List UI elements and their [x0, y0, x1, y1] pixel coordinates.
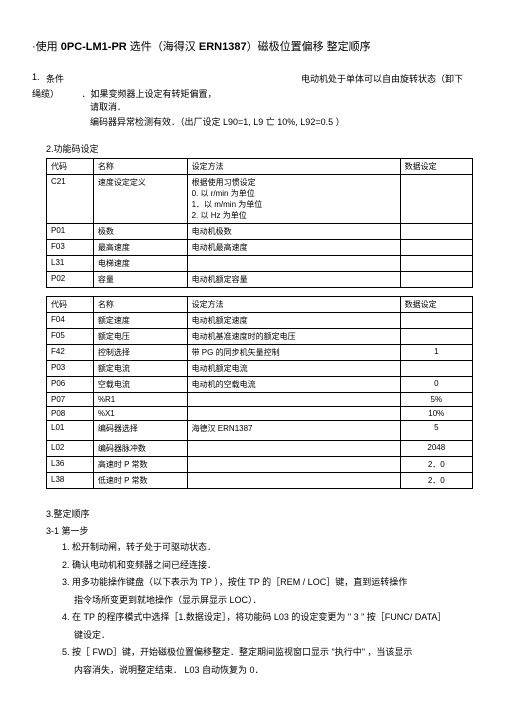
section-3-title: 3.整定顺序 — [46, 507, 473, 520]
condition-row2: 绳缆） ．如果变频器上设定有转矩偏置， — [32, 87, 473, 100]
condition-row3: 请取消． — [90, 100, 473, 113]
table-row: L01编码器选择海德汉 ERN13875 — [47, 421, 473, 441]
table-row: F04额定速度电动机额定速度 — [47, 313, 473, 329]
condition-row1: 1. 条件 电动机处于单体可以自由旋转状态（卸下 — [32, 72, 473, 85]
table-header: 代码 名称 设定方法 数据设定 — [47, 159, 473, 175]
step-item: 5. 按［ FWD］键，开始磁极位置偏移整定．整定期间监视窗口显示 "执行中" … — [62, 646, 473, 660]
table-row: P03额定电流电动机额定电流 — [47, 361, 473, 377]
table-1: 代码 名称 设定方法 数据设定 C21速度设定定义根据使用习惯设定 0. 以 r… — [46, 158, 473, 288]
condition-row4: 编码器异常检测有效．（出厂设定 L90=1, L9 亡 10%, L92=0.5… — [90, 115, 473, 128]
step-item-cont: 键设定． — [74, 629, 473, 643]
table-row: F03最高速度电动机最高速度 — [47, 240, 473, 256]
table-row: F05额定电压电动机基准速度时的额定电压 — [47, 329, 473, 345]
step-item: 3. 用多功能操作键盘（以下表示为 TP ），按住 TP 的［REM / LOC… — [62, 576, 473, 590]
table-row: L02编码器脉冲数2048 — [47, 441, 473, 457]
step-item: 4. 在 TP 的程序模式中选择［1.数据设定］，将功能码 L03 的设定变更为… — [62, 611, 473, 625]
table-row: L38低速时 P 常数2．0 — [47, 473, 473, 489]
page-title: ·使用 0PC-LM1-PR 选件（海得汉 ERN1387）磁极位置偏移 整定顺… — [32, 38, 473, 54]
table-row: L36高速时 P 常数2．0 — [47, 457, 473, 473]
step-3-1: 3-1 第一步 — [46, 524, 473, 537]
step-item-cont: 指令场所变更到就地操作（显示屏显示 LOC）． — [74, 594, 473, 608]
section-2-title: 2.功能码设定 — [46, 142, 473, 155]
table-header: 代码 名称 设定方法 数据设定 — [47, 297, 473, 313]
table-row: P08%X110% — [47, 407, 473, 421]
table-row: F42控制选择带 PG 的同步机矢量控制1 — [47, 345, 473, 361]
table-row: P06空载电流电动机的空载电流0 — [47, 377, 473, 393]
step-item: 2. 确认电动机和变频器之间已经连接． — [62, 559, 473, 573]
table-2: 代码 名称 设定方法 数据设定 F04额定速度电动机额定速度 F05额定电压电动… — [46, 296, 473, 489]
table-row: P07%R15% — [47, 393, 473, 407]
table-row: L31电梯速度 — [47, 256, 473, 272]
table-row: C21速度设定定义根据使用习惯设定 0. 以 r/min 为单位 1．以 m/m… — [47, 175, 473, 224]
step-item: 1. 松开制动闸，转子处于可驱动状态． — [62, 541, 473, 555]
table-row: P02容量电动机额定容量 — [47, 272, 473, 288]
step-item-cont: 内容消失，说明整定结束． L03 自动恢复为 0． — [74, 664, 473, 678]
table-row: P01极数电动机极数 — [47, 224, 473, 240]
